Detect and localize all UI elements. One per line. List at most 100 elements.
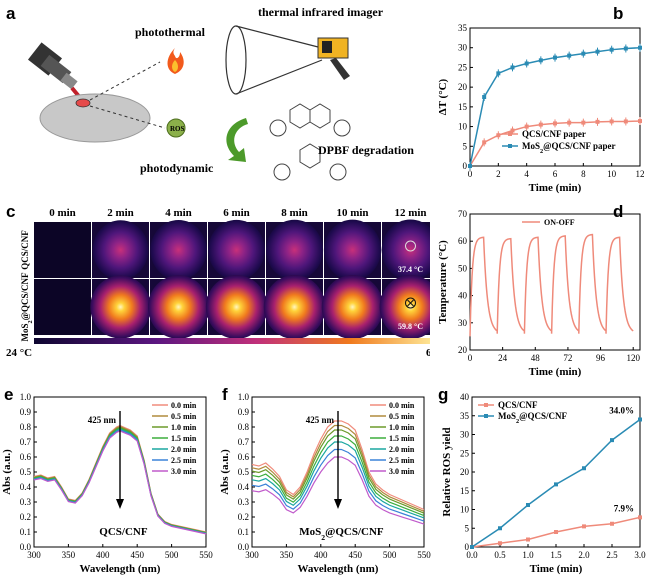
legend-label-6: 3.0 min xyxy=(389,467,415,476)
legend-marker-1 xyxy=(508,144,512,148)
panel-c: c 0 min 2 min 4 min 6 min 8 min 10 min 12 min Q… xyxy=(0,200,452,370)
time-label: 8 min xyxy=(281,207,308,219)
decrease-arrow-head-icon xyxy=(334,499,342,509)
data-point xyxy=(553,121,557,126)
legend-label-1: 0.5 min xyxy=(171,412,197,421)
decrease-arrow-head-icon xyxy=(116,499,124,509)
y-tick-label: 0.0 xyxy=(238,542,250,552)
panel-e: e 300 350 400 450 500 550 0.0 0.1 0.2 0.3 0.4 0.5 0.… xyxy=(0,385,215,579)
data-point xyxy=(498,526,502,531)
panel-label-g: g xyxy=(438,385,449,404)
y-tick-label: 35 xyxy=(460,411,470,421)
y-tick-label: 0.5 xyxy=(20,467,32,477)
color-scale-bar xyxy=(34,338,439,344)
x-tick-label: 96 xyxy=(596,353,606,363)
data-point xyxy=(567,120,572,125)
panel-a: a photothermal thermal infrared ima xyxy=(0,0,430,200)
data-point xyxy=(582,524,586,529)
legend-label-5: 2.5 min xyxy=(389,456,415,465)
thermal-imager-icon xyxy=(225,25,350,95)
thermal-spot xyxy=(379,274,442,340)
thermal-spot xyxy=(323,219,382,281)
y-tick-label: 0.2 xyxy=(238,512,249,522)
sample-title: QCS/CNF xyxy=(99,526,148,538)
time-label: 2 min xyxy=(107,207,134,219)
x-tick-label: 3.0 xyxy=(634,550,646,560)
x-tick-label: 48 xyxy=(531,353,541,363)
data-point xyxy=(553,55,557,60)
data-point xyxy=(538,58,543,63)
y-tick-label: 0.3 xyxy=(20,497,32,507)
y-tick-label: 0.9 xyxy=(238,407,250,417)
x-tick-label: 2 xyxy=(496,169,501,179)
y-tick-label: 40 xyxy=(458,291,468,301)
data-point xyxy=(638,45,642,50)
y-tick-label: 0.3 xyxy=(238,497,250,507)
x-tick-label: 1.0 xyxy=(522,550,534,560)
panel-b: b 0 2 4 6 8 10 12 0 5 10 15 20 25 30 35 Time (min) ΔT (°… xyxy=(430,0,649,200)
y-tick-label: 0.9 xyxy=(20,407,32,417)
thermal-grid-svg: 0 min 2 min 4 min 6 min 8 min 10 min 12 min QCS… xyxy=(6,207,452,359)
legend-marker-0 xyxy=(508,132,512,136)
data-point xyxy=(567,53,572,58)
data-point xyxy=(526,503,530,507)
temperature-readout: 59.8 °C xyxy=(398,322,423,331)
x-tick-label: 0.0 xyxy=(466,550,478,560)
data-point xyxy=(595,49,600,54)
time-label: 0 min xyxy=(49,207,76,219)
y-tick-label: 0.7 xyxy=(238,437,250,447)
x-tick-label: 0 xyxy=(468,353,473,363)
y-tick-label: 35 xyxy=(458,23,468,33)
imager-label: thermal infrared imager xyxy=(258,5,384,19)
legend-label-1: MoS2@QCS/CNF xyxy=(498,411,568,425)
thermal-spot xyxy=(208,219,265,281)
thermal-spot xyxy=(263,274,326,340)
data-point xyxy=(554,482,558,487)
data-point xyxy=(526,537,530,542)
y-axis-label: Temperature (°C) xyxy=(437,240,449,324)
measure-circle-icon xyxy=(405,240,416,252)
data-point xyxy=(538,122,543,127)
data-point xyxy=(609,47,614,52)
thermal-spot xyxy=(34,279,91,335)
y-tick-label: 0.0 xyxy=(20,542,32,552)
ros-label: ROS xyxy=(170,125,185,133)
data-point xyxy=(524,61,529,66)
y-tick-label: 0.1 xyxy=(20,527,31,537)
x-axis-label: Wavelength (nm) xyxy=(298,563,379,575)
y-tick-label: 15 xyxy=(460,486,470,496)
data-point xyxy=(554,530,558,534)
data-point xyxy=(498,541,502,546)
ros-icon xyxy=(166,118,186,138)
sample-plate-icon xyxy=(39,93,151,143)
thermal-spot xyxy=(205,275,268,339)
y-tick-label: 0 xyxy=(465,542,470,552)
peak-annotation: 425 nm xyxy=(306,415,335,425)
legend-label-4: 2.0 min xyxy=(171,445,197,454)
legend-label-1: MoS2@QCS/CNF paper xyxy=(522,141,615,155)
x-tick-label: 450 xyxy=(348,550,362,560)
thermal-spot xyxy=(150,219,207,281)
x-tick-label: 2.0 xyxy=(578,550,590,560)
green-arrow-icon xyxy=(226,118,248,162)
x-tick-label: 1.5 xyxy=(550,550,562,560)
x-tick-label: 550 xyxy=(199,550,213,560)
y-tick-label: 70 xyxy=(458,209,468,219)
y-tick-label: 30 xyxy=(460,430,470,440)
y-tick-label: 15 xyxy=(458,102,468,112)
thermal-spot xyxy=(321,274,384,340)
x-tick-label: 6 xyxy=(553,169,558,179)
x-tick-label: 350 xyxy=(280,550,294,560)
legend-label-6: 3.0 min xyxy=(171,467,197,476)
legend-marker-0 xyxy=(484,403,488,407)
x-tick-label: 2.5 xyxy=(606,550,618,560)
y-tick-label: 0.4 xyxy=(20,482,32,492)
y-tick-label: 0.5 xyxy=(238,467,250,477)
data-point xyxy=(496,133,501,138)
panel-label-f: f xyxy=(222,385,228,404)
data-point xyxy=(468,164,472,168)
chart-b-svg: 0 2 4 6 8 10 12 0 5 10 15 20 25 30 35 Time (min) ΔT (°C)… xyxy=(437,23,645,194)
legend-label-4: 2.0 min xyxy=(389,445,415,454)
thermal-spot xyxy=(266,219,323,281)
x-tick-label: 4 xyxy=(524,169,529,179)
